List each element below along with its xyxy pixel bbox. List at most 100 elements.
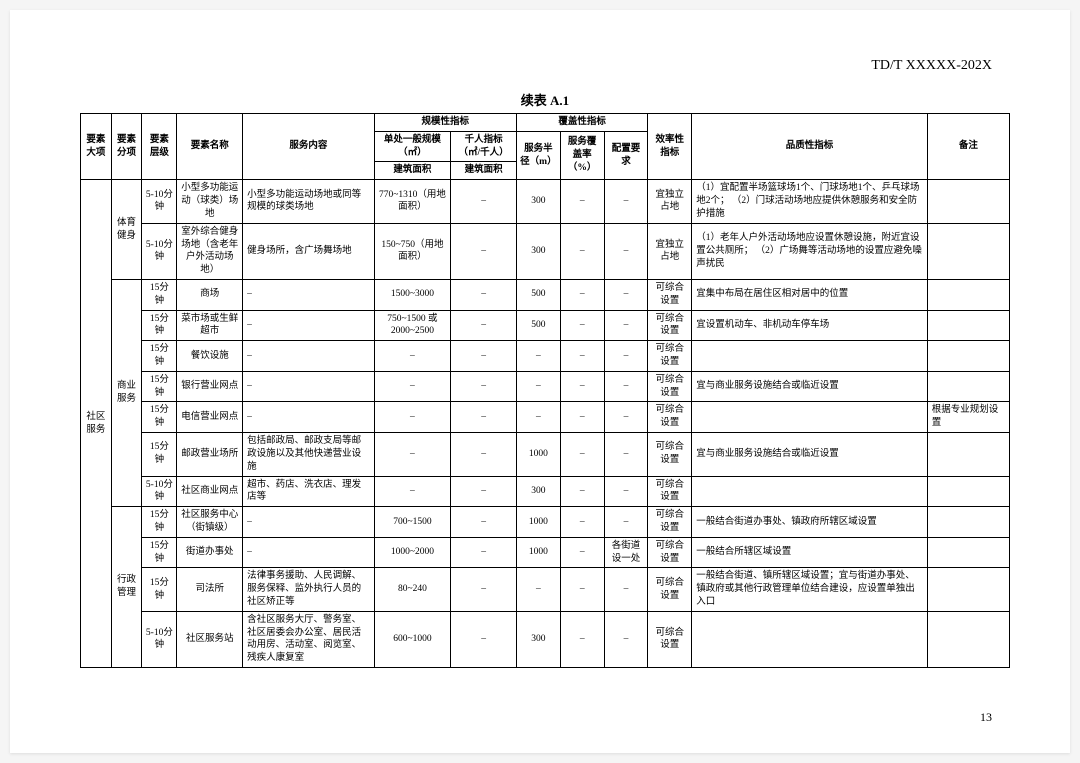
cell-note — [927, 180, 1009, 223]
cell-eff: 可综合设置 — [648, 611, 692, 667]
cell-quality: 宜与商业服务设施结合或临近设置 — [692, 433, 928, 476]
cell-kpi: – — [451, 180, 517, 223]
cell-lvl: 15分钟 — [142, 433, 177, 476]
cell-radius: – — [516, 402, 560, 433]
cell-svc: – — [243, 507, 374, 538]
cell-radius: 1000 — [516, 507, 560, 538]
cell-radius: – — [516, 371, 560, 402]
cell-svc: 小型多功能运动场地或同等规模的球类场地 — [243, 180, 374, 223]
cell-kpi: – — [451, 341, 517, 372]
th-eff: 效率性指标 — [648, 114, 692, 180]
table-row: 行政管理15分钟社区服务中心（街镇级）–700~1500–1000––可综合设置… — [81, 507, 1010, 538]
th-sub: 要素分项 — [111, 114, 142, 180]
cell-radius: – — [516, 341, 560, 372]
cell-note — [927, 507, 1009, 538]
table-row: 15分钟邮政营业场所包括邮政局、邮政支局等邮政设施以及其他快递营业设施––100… — [81, 433, 1010, 476]
cell-name: 社区服务中心（街镇级） — [177, 507, 243, 538]
cell-cover: – — [560, 537, 604, 568]
cell-kpi: – — [451, 611, 517, 667]
cell-cover: – — [560, 568, 604, 611]
cell-kpi: – — [451, 279, 517, 310]
cell-svc: – — [243, 371, 374, 402]
cell-note — [927, 279, 1009, 310]
cell-svc: 含社区服务大厅、警务室、社区居委会办公室、居民活动用房、活动室、阅览室、残疾人康… — [243, 611, 374, 667]
cell-svc: – — [243, 537, 374, 568]
cell-lvl: 15分钟 — [142, 310, 177, 341]
table-title: 续表 A.1 — [80, 90, 1010, 109]
cell-lvl: 5-10分钟 — [142, 611, 177, 667]
th-cover: 服务覆盖率（%） — [560, 131, 604, 179]
cell-quality — [692, 341, 928, 372]
table-row: 15分钟电信营业网点––––––可综合设置根据专业规划设置 — [81, 402, 1010, 433]
cell-name: 社区服务站 — [177, 611, 243, 667]
cell-scale: – — [374, 371, 451, 402]
cell-eff: 宜独立占地 — [648, 223, 692, 279]
cell-note — [927, 371, 1009, 402]
cell-cover: – — [560, 180, 604, 223]
cell-cover: – — [560, 223, 604, 279]
cell-note — [927, 537, 1009, 568]
cell-note — [927, 223, 1009, 279]
cell-name: 街道办事处 — [177, 537, 243, 568]
cell-kpi: – — [451, 223, 517, 279]
table-row: 商业服务15分钟商场–1500~3000–500––可综合设置宜集中布局在居住区… — [81, 279, 1010, 310]
table-row: 15分钟餐饮设施––––––可综合设置 — [81, 341, 1010, 372]
cell-note — [927, 568, 1009, 611]
table-row: 15分钟银行营业网点––––––可综合设置宜与商业服务设施结合或临近设置 — [81, 371, 1010, 402]
cell-name: 餐饮设施 — [177, 341, 243, 372]
cell-eff: 可综合设置 — [648, 433, 692, 476]
cell-req: – — [604, 611, 648, 667]
cell-radius: 500 — [516, 279, 560, 310]
cell-kpi: – — [451, 568, 517, 611]
cell-quality: 宜与商业服务设施结合或临近设置 — [692, 371, 928, 402]
cell-radius: 300 — [516, 223, 560, 279]
cell-sub: 商业服务 — [111, 279, 142, 506]
cell-name: 邮政营业场所 — [177, 433, 243, 476]
cell-eff: 宜独立占地 — [648, 180, 692, 223]
th-grp-cover: 覆盖性指标 — [516, 114, 647, 132]
cell-radius: 1000 — [516, 537, 560, 568]
table-row: 15分钟司法所法律事务援助、人民调解、服务保释、监外执行人员的社区矫正等80~2… — [81, 568, 1010, 611]
cell-kpi: – — [451, 507, 517, 538]
cell-name: 司法所 — [177, 568, 243, 611]
cell-lvl: 15分钟 — [142, 402, 177, 433]
cell-cover: – — [560, 611, 604, 667]
cell-lvl: 5-10分钟 — [142, 223, 177, 279]
cell-quality: 宜集中布局在居住区相对居中的位置 — [692, 279, 928, 310]
cell-eff: 可综合设置 — [648, 341, 692, 372]
cell-note — [927, 341, 1009, 372]
cell-name: 小型多功能运动（球类）场地 — [177, 180, 243, 223]
cell-eff: 可综合设置 — [648, 279, 692, 310]
cell-eff: 可综合设置 — [648, 537, 692, 568]
cell-note — [927, 476, 1009, 507]
cell-cover: – — [560, 476, 604, 507]
cell-kpi: – — [451, 402, 517, 433]
cell-lvl: 15分钟 — [142, 371, 177, 402]
cell-lvl: 5-10分钟 — [142, 180, 177, 223]
cell-eff: 可综合设置 — [648, 310, 692, 341]
cell-kpi: – — [451, 371, 517, 402]
cell-radius: 500 — [516, 310, 560, 341]
cell-req: – — [604, 341, 648, 372]
th-scale-b: 建筑面积 — [374, 162, 451, 180]
cell-name: 商场 — [177, 279, 243, 310]
cell-svc: 超市、药店、洗衣店、理发店等 — [243, 476, 374, 507]
cell-eff: 可综合设置 — [648, 507, 692, 538]
table-row: 15分钟菜市场或生鲜超市–750~1500 或 2000~2500–500––可… — [81, 310, 1010, 341]
cell-scale: 150~750（用地面积） — [374, 223, 451, 279]
cell-cover: – — [560, 402, 604, 433]
cell-quality: 一般结合所辖区域设置 — [692, 537, 928, 568]
cell-sub: 体育健身 — [111, 180, 142, 280]
cell-svc: 健身场所，含广场舞场地 — [243, 223, 374, 279]
cell-lvl: 15分钟 — [142, 507, 177, 538]
cell-req: – — [604, 433, 648, 476]
th-grp-scale: 规模性指标 — [374, 114, 516, 132]
cell-req: 各街道设一处 — [604, 537, 648, 568]
cell-note — [927, 433, 1009, 476]
cell-svc: – — [243, 402, 374, 433]
cell-name: 银行营业网点 — [177, 371, 243, 402]
th-quality: 品质性指标 — [692, 114, 928, 180]
cell-name: 菜市场或生鲜超市 — [177, 310, 243, 341]
cell-quality — [692, 476, 928, 507]
cell-note: 根据专业规划设置 — [927, 402, 1009, 433]
